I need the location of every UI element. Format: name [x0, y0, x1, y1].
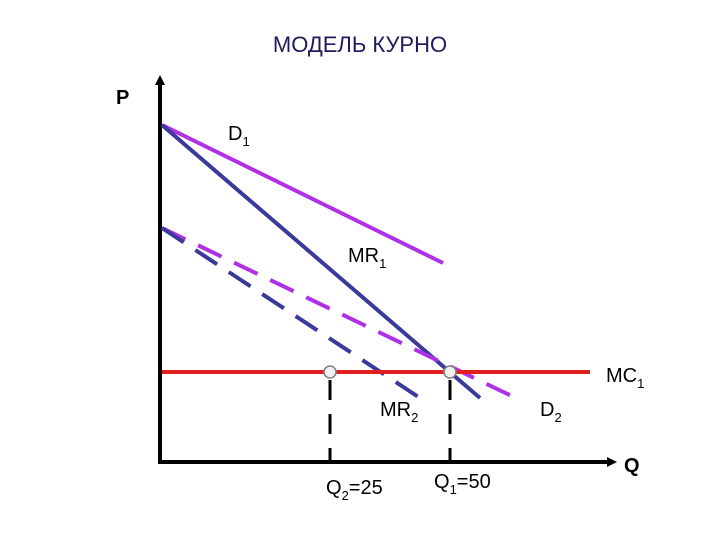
label-part: =50	[457, 471, 491, 493]
q1-label: Q1=50	[434, 471, 491, 497]
label-part: Q	[326, 477, 342, 499]
label-part: 1	[450, 482, 457, 497]
d2-label: D2	[540, 399, 562, 425]
label-part: 1	[242, 134, 249, 149]
label-part: 2	[342, 488, 349, 503]
mr1-line	[160, 123, 482, 400]
d1-line	[161, 123, 444, 265]
label-part: MR	[348, 245, 379, 267]
label-part: MR	[380, 399, 411, 421]
label-part: 2	[411, 410, 418, 425]
label-part: 1	[637, 376, 644, 391]
title: МОДЕЛЬ КУРНО	[273, 32, 447, 57]
mr2-label: MR2	[380, 399, 418, 425]
mc1-label: MC1	[606, 365, 644, 391]
label-part: 1	[379, 256, 386, 271]
label-part: 2	[554, 410, 561, 425]
equilibrium-point	[443, 365, 457, 379]
mr1-label: MR1	[348, 245, 386, 271]
q2-label: Q2=25	[326, 477, 383, 503]
equilibrium-point	[323, 365, 337, 379]
label-part: D	[540, 399, 554, 421]
d1-label: D1	[228, 123, 250, 149]
y-axis-label: P	[116, 87, 129, 109]
label-part: MC	[606, 365, 637, 387]
x-axis-label: Q	[624, 455, 640, 477]
label-part: =25	[349, 477, 383, 499]
mr2-line	[160, 226, 422, 400]
label-part: Q	[434, 471, 450, 493]
d2-line	[161, 226, 521, 402]
label-part: D	[228, 123, 242, 145]
